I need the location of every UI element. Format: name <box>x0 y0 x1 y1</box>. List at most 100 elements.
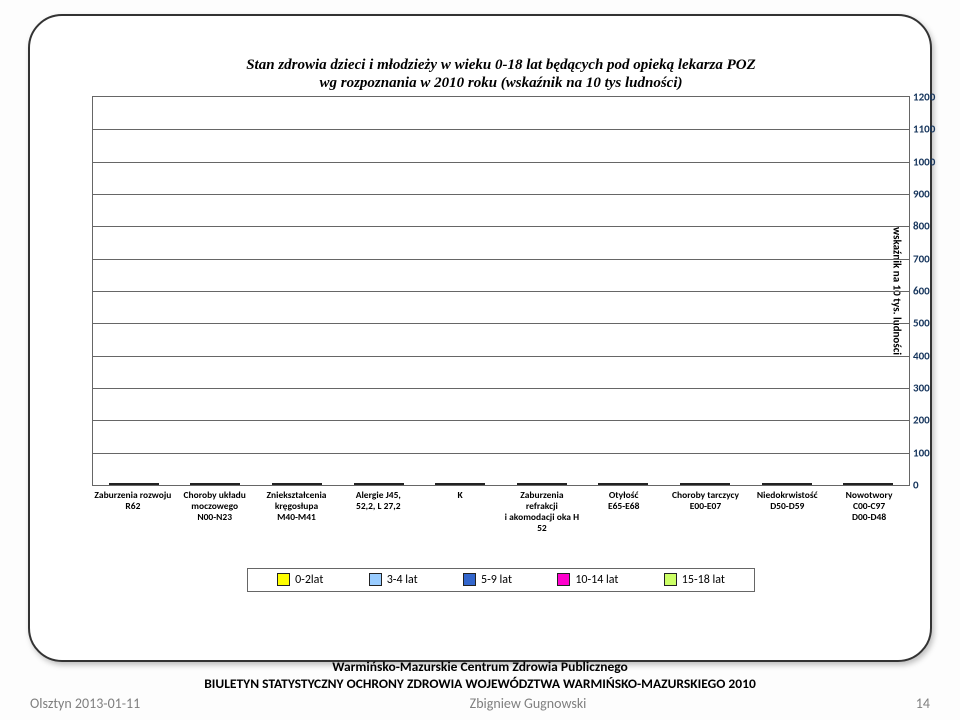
bar <box>109 483 119 485</box>
x-label: NiedokrwistośćD50-D59 <box>746 490 828 534</box>
gridline <box>93 259 909 260</box>
y-tick: 800 <box>913 220 947 233</box>
bar <box>628 483 638 485</box>
bar <box>802 483 812 485</box>
legend-swatch <box>277 573 290 586</box>
bar <box>435 483 445 485</box>
bar <box>149 483 159 485</box>
bar <box>720 483 730 485</box>
bar <box>364 483 374 485</box>
bar-group <box>827 483 909 485</box>
bar <box>465 483 475 485</box>
x-axis-labels: Zaburzenia rozwojuR62Choroby układumoczo… <box>92 490 910 534</box>
bar-group <box>746 483 828 485</box>
x-label: K <box>419 490 501 534</box>
x-label: Alergie J45,52,2, L 27,2 <box>337 490 419 534</box>
gridline <box>93 194 909 195</box>
bar <box>200 483 210 485</box>
footer-right: 14 <box>916 695 930 712</box>
legend-swatch <box>664 573 677 586</box>
x-label: Zaburzeniarefrakcjii akomodacji oka H52 <box>501 490 583 534</box>
gridline <box>93 129 909 130</box>
bar <box>455 483 465 485</box>
bar <box>475 483 485 485</box>
bar <box>537 483 547 485</box>
legend-item: 5-9 lat <box>463 573 512 587</box>
bar <box>680 483 690 485</box>
bar-group <box>256 483 338 485</box>
footer-center: Zbigniew Gugnowski <box>470 695 587 712</box>
bar <box>618 483 628 485</box>
bar <box>873 483 883 485</box>
chart-container: Stan zdrowia dzieci i młodzieży w wieku … <box>92 56 910 618</box>
bar-group <box>93 483 175 485</box>
bar-group <box>419 483 501 485</box>
bar <box>374 483 384 485</box>
legend-item: 10-14 lat <box>557 573 618 587</box>
bar <box>700 483 710 485</box>
gridline <box>93 291 909 292</box>
bar <box>557 483 567 485</box>
y-tick: 1200 <box>913 91 947 104</box>
bar <box>292 483 302 485</box>
x-label: OtyłośćE65-E68 <box>583 490 665 534</box>
legend-item: 0-2lat <box>277 573 323 587</box>
legend-label: 15-18 lat <box>682 573 725 587</box>
y-tick: 600 <box>913 285 947 298</box>
bar <box>210 483 220 485</box>
legend-label: 10-14 lat <box>575 573 618 587</box>
bar-group <box>501 483 583 485</box>
gridline <box>93 323 909 324</box>
bar <box>119 483 129 485</box>
footer-source: Warmińsko-Mazurskie Centrum Zdrowia Publ… <box>30 659 930 693</box>
x-label: Choroby tarczycyE00-E07 <box>665 490 747 534</box>
bar <box>883 483 893 485</box>
x-label: ZniekształceniakręgosłupaM40-M41 <box>256 490 338 534</box>
y-tick: 1000 <box>913 155 947 168</box>
bar <box>527 483 537 485</box>
bar <box>762 483 772 485</box>
bar <box>302 483 312 485</box>
bar <box>547 483 557 485</box>
gridline <box>93 388 909 389</box>
bar <box>139 483 149 485</box>
footer-source-1: Warmińsko-Mazurskie Centrum Zdrowia Publ… <box>332 658 628 675</box>
bar <box>282 483 292 485</box>
bar <box>272 483 282 485</box>
bar-group <box>338 483 420 485</box>
gridline <box>93 356 909 357</box>
bar <box>710 483 720 485</box>
bar <box>863 483 873 485</box>
legend-item: 3-4 lat <box>369 573 418 587</box>
chart-title: Stan zdrowia dzieci i młodzieży w wieku … <box>92 56 910 92</box>
legend-swatch <box>557 573 570 586</box>
y-tick: 100 <box>913 446 947 459</box>
x-label: Zaburzenia rozwojuR62 <box>92 490 174 534</box>
legend-label: 5-9 lat <box>481 573 512 587</box>
gridline <box>93 226 909 227</box>
legend-label: 0-2lat <box>295 573 323 587</box>
legend-swatch <box>369 573 382 586</box>
bar-group <box>664 483 746 485</box>
bar <box>608 483 618 485</box>
gridline <box>93 453 909 454</box>
bar <box>853 483 863 485</box>
gridline <box>93 420 909 421</box>
bar <box>517 483 527 485</box>
bar <box>772 483 782 485</box>
y-tick: 700 <box>913 252 947 265</box>
bar <box>792 483 802 485</box>
title-line-1: Stan zdrowia dzieci i młodzieży w wieku … <box>246 57 756 73</box>
bar-group <box>175 483 257 485</box>
bar <box>220 483 230 485</box>
bar <box>312 483 322 485</box>
bar <box>394 483 404 485</box>
legend-label: 3-4 lat <box>387 573 418 587</box>
gridline <box>93 162 909 163</box>
title-line-2: wg rozpoznania w 2010 roku (wskaźnik na … <box>319 75 682 91</box>
bar <box>638 483 648 485</box>
y-tick: 300 <box>913 382 947 395</box>
bar <box>354 483 364 485</box>
bar <box>690 483 700 485</box>
bar <box>190 483 200 485</box>
